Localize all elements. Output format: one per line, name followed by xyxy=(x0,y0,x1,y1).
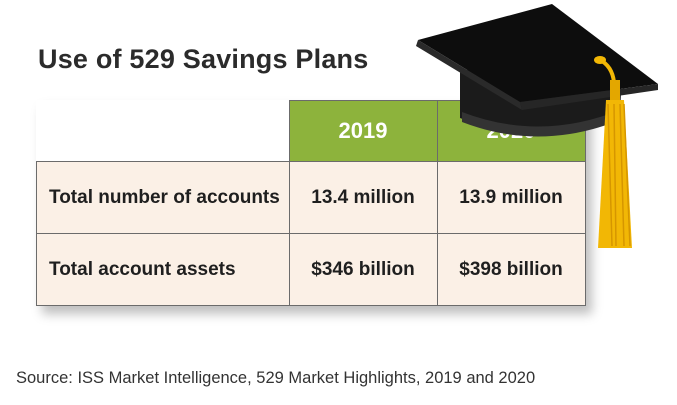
table-row-assets: Total account assets $346 billion $398 b… xyxy=(36,233,586,306)
column-header-2019: 2019 xyxy=(288,100,438,162)
row-label-accounts: Total number of accounts xyxy=(36,161,290,234)
cell-assets-2020: $398 billion xyxy=(436,233,586,306)
row-label-assets: Total account assets xyxy=(36,233,290,306)
source-note: Source: ISS Market Intelligence, 529 Mar… xyxy=(16,369,536,387)
table-corner xyxy=(37,101,290,162)
table-row-accounts: Total number of accounts 13.4 million 13… xyxy=(36,161,586,234)
chart-title: Use of 529 Savings Plans xyxy=(38,44,369,74)
cell-accounts-2019: 13.4 million xyxy=(288,161,438,234)
cell-accounts-2020: 13.9 million xyxy=(436,161,586,234)
graduation-cap-icon xyxy=(416,4,658,248)
